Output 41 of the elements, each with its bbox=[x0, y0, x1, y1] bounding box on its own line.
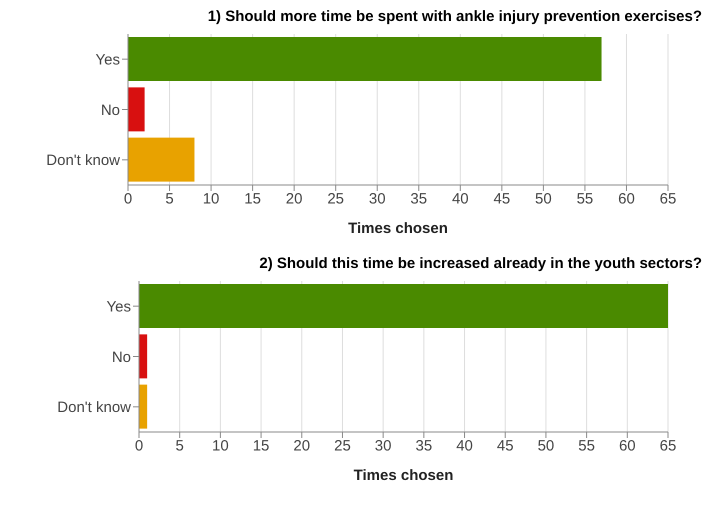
x-tick-label: 10 bbox=[202, 190, 220, 208]
x-tick-label: 35 bbox=[416, 438, 432, 455]
x-tick-label: 25 bbox=[334, 438, 351, 455]
x-tick-label: 30 bbox=[374, 438, 392, 455]
x-tick-label: 60 bbox=[618, 438, 636, 455]
x-axis-title: Times chosen bbox=[354, 467, 454, 484]
x-tick-label: 40 bbox=[456, 438, 473, 455]
x-tick-label: 20 bbox=[286, 190, 302, 208]
x-tick-label: 50 bbox=[538, 438, 554, 455]
x-tick-label: 40 bbox=[452, 190, 469, 208]
x-tick-label: 20 bbox=[293, 438, 310, 455]
x-axis-title: Times chosen bbox=[348, 220, 448, 237]
bar bbox=[128, 87, 145, 132]
y-tick-label: Don't know bbox=[57, 399, 132, 416]
y-tick-label: Yes bbox=[96, 51, 120, 68]
x-tick-label: 0 bbox=[134, 438, 144, 455]
x-tick-label: 55 bbox=[576, 190, 594, 208]
x-tick-label: 45 bbox=[494, 190, 510, 208]
x-tick-label: 25 bbox=[327, 190, 344, 208]
chart-title: 1) Should more time be spent with ankle injury prevention exercises? bbox=[206, 8, 703, 27]
x-tick-label: 65 bbox=[660, 190, 676, 208]
y-tick-label: Yes bbox=[106, 298, 131, 316]
y-tick-label: No bbox=[112, 348, 131, 366]
x-tick-label: 55 bbox=[578, 438, 595, 455]
x-tick-label: 15 bbox=[244, 190, 261, 208]
x-tick-label: 50 bbox=[535, 190, 552, 208]
y-tick-label: No bbox=[100, 102, 120, 119]
x-tick-label: 5 bbox=[165, 190, 174, 208]
x-tick-label: 60 bbox=[618, 190, 635, 208]
x-tick-label: 45 bbox=[496, 438, 514, 455]
x-tick-label: 0 bbox=[124, 190, 132, 208]
x-tick-label: 65 bbox=[660, 438, 676, 455]
x-tick-label: 5 bbox=[176, 438, 184, 455]
x-tick-label: 15 bbox=[252, 438, 270, 455]
x-tick-label: 35 bbox=[410, 190, 428, 208]
y-tick-label: Don't know bbox=[46, 152, 120, 170]
bar bbox=[128, 138, 194, 182]
chart-title: 2) Should this time be increased already in the youth sectors? bbox=[258, 255, 703, 274]
x-tick-label: 30 bbox=[368, 190, 386, 208]
x-tick-label: 10 bbox=[212, 438, 229, 455]
bar bbox=[128, 37, 602, 81]
